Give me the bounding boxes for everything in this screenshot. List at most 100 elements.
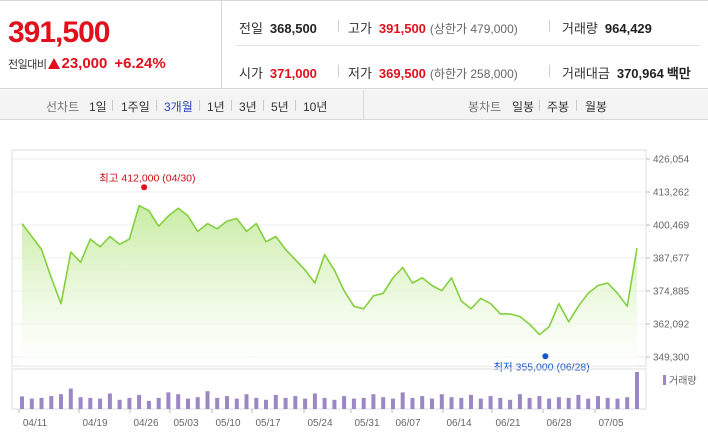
volume-bar: [283, 397, 288, 409]
volume-cell: 거래량 964,429: [562, 18, 652, 37]
price-tick-label: 387,677: [653, 254, 690, 265]
volume-bar: [556, 397, 561, 409]
volume-bar: [273, 394, 278, 409]
volume-bar: [88, 397, 93, 409]
volume-bar: [566, 397, 571, 409]
volume-legend-swatch: [663, 375, 666, 385]
volume-bar: [381, 397, 386, 409]
quote-panel: 391,500 전일대비 23,000 +6.24% 전일 368,500 고가…: [0, 0, 708, 89]
volume-bar: [459, 397, 464, 409]
tab-3year[interactable]: 3년: [239, 100, 257, 114]
volume-bar: [625, 397, 630, 409]
divider: [221, 1, 222, 89]
date-tick-label: 06/28: [546, 418, 571, 429]
tab-1day[interactable]: 1일: [89, 100, 107, 114]
volume-bar: [576, 394, 581, 409]
volume-bar: [176, 394, 181, 409]
price-tick-label: 374,885: [653, 287, 690, 298]
divider: [549, 65, 550, 77]
divider: [576, 100, 577, 111]
date-tick-label: 04/19: [82, 418, 107, 429]
volume-bar: [508, 399, 513, 410]
divider: [295, 100, 296, 111]
change-rate: +6.24%: [114, 55, 166, 72]
date-tick-label: 05/03: [173, 418, 198, 429]
date-tick-label: 06/21: [495, 418, 520, 429]
upper-limit: (상한가 479,000): [429, 22, 518, 36]
divider: [199, 100, 200, 111]
volume-bar: [156, 397, 161, 409]
volume-bar: [264, 399, 268, 410]
volume-bar: [107, 393, 112, 409]
volume-legend-label: 거래량: [669, 375, 697, 387]
tab-1year[interactable]: 1년: [207, 100, 225, 114]
low-label: 저가: [348, 66, 372, 81]
date-tick-label: 06/14: [446, 418, 471, 429]
volume-bar: [517, 394, 522, 409]
date-tick-label: 04/11: [23, 418, 48, 429]
prev-close-value: 368,500: [269, 21, 317, 36]
volume-bar: [635, 372, 639, 409]
volume-bar: [215, 397, 220, 409]
volume-bar: [537, 396, 542, 409]
volume-bar: [117, 399, 122, 410]
open-label: 시가: [239, 66, 263, 81]
amount-value: 370,964: [616, 66, 664, 81]
up-arrow-icon: [48, 58, 61, 69]
volume-bar: [332, 399, 337, 410]
date-tick-label: 04/26: [133, 418, 158, 429]
volume-bar: [39, 397, 44, 409]
line-chart-label: 선차트: [46, 100, 80, 114]
date-tick-label: 05/17: [255, 418, 280, 429]
divider: [236, 45, 700, 46]
tab-1week[interactable]: 1주일: [121, 100, 150, 114]
date-tick-label: 06/07: [395, 418, 420, 429]
max-point-marker: [141, 184, 148, 191]
volume-bar: [596, 396, 600, 409]
volume-bars: [20, 372, 639, 410]
high-value: 391,500: [378, 21, 426, 36]
volume-bar: [225, 396, 229, 409]
volume-bar: [361, 397, 366, 409]
price-chart: 426,054 413,262 400,469 387,677 374,885 362,0…: [11, 149, 697, 429]
volume-bar: [186, 398, 190, 409]
volume-bar: [449, 397, 454, 409]
volume-bar: [351, 398, 356, 409]
tab-10year[interactable]: 10년: [303, 100, 328, 114]
low-cell: 저가 369,500 (하한가 258,000): [348, 63, 518, 82]
volume-plot-frame: [11, 368, 647, 410]
volume-bar: [68, 388, 73, 409]
volume-bar: [20, 396, 24, 409]
min-annotation: 최저 355,000 (06/28): [493, 361, 589, 373]
volume-bar: [498, 397, 503, 409]
volume-bar: [137, 394, 142, 409]
volume-bar: [49, 396, 54, 409]
price-tick-label: 349,300: [653, 353, 690, 364]
lower-limit: (하한가 258,000): [429, 67, 518, 81]
date-tick-label: 05/24: [307, 418, 332, 429]
price-area: [22, 205, 637, 366]
volume-bar: [410, 397, 415, 409]
divider: [156, 100, 157, 111]
volume-bar: [166, 392, 171, 409]
volume-bar: [400, 392, 405, 409]
volume-bar: [234, 398, 239, 409]
change-label: 전일대비: [8, 58, 47, 71]
volume-bar: [605, 397, 610, 409]
tab-weekly-candle[interactable]: 주봉: [547, 100, 570, 114]
open-cell: 시가 371,000: [239, 63, 317, 82]
price-box: 391,500 전일대비 23,000 +6.24%: [8, 13, 221, 89]
tab-daily-candle[interactable]: 일봉: [512, 100, 535, 114]
volume-bar: [293, 396, 298, 409]
tab-monthly-candle[interactable]: 월봉: [585, 100, 608, 114]
amount-cell: 거래대금 370,964 백만: [562, 63, 691, 82]
divider: [338, 20, 339, 32]
price-axis: 426,054 413,262 400,469 387,677 374,885 362,0…: [646, 155, 690, 364]
volume-bar: [78, 397, 83, 409]
divider: [549, 20, 550, 32]
volume-bar: [195, 397, 200, 409]
low-value: 369,500: [378, 66, 426, 81]
amount-unit: 백만: [666, 66, 691, 81]
tab-3month[interactable]: 3개월: [164, 100, 193, 114]
tab-5year[interactable]: 5년: [271, 100, 289, 114]
